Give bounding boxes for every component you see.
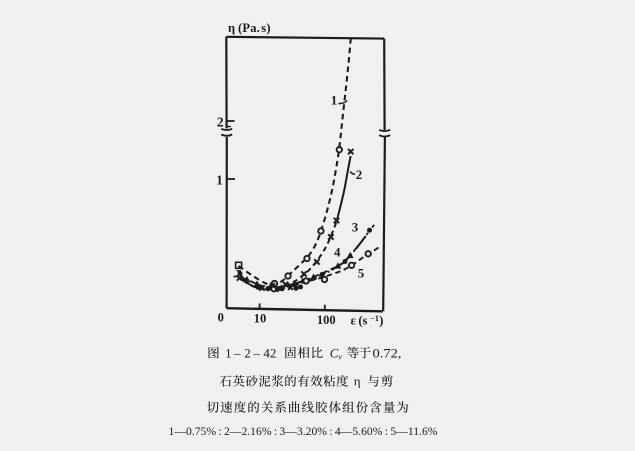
svg-text:η: η bbox=[354, 374, 361, 389]
svg-text:10: 10 bbox=[254, 311, 267, 325]
svg-text:3: 3 bbox=[352, 219, 359, 234]
svg-text:v: v bbox=[338, 352, 342, 362]
svg-text:ε (s: ε (s bbox=[351, 314, 368, 328]
svg-text:5: 5 bbox=[358, 266, 365, 281]
svg-text:1—0.75% : 2—2.16% : 3—3.20% :: 1—0.75% : 2—2.16% : 3—3.20% : 4—5.60% : … bbox=[169, 424, 438, 438]
svg-text:4: 4 bbox=[334, 245, 341, 260]
svg-text:42: 42 bbox=[263, 345, 276, 360]
svg-text:100: 100 bbox=[317, 313, 336, 327]
svg-text:–: – bbox=[252, 345, 260, 360]
svg-text:C: C bbox=[330, 345, 339, 360]
svg-text:2: 2 bbox=[244, 345, 251, 360]
svg-text:1: 1 bbox=[331, 93, 338, 108]
svg-text:0: 0 bbox=[218, 311, 224, 325]
svg-text:0.72,: 0.72, bbox=[373, 345, 402, 360]
svg-text:2: 2 bbox=[217, 115, 224, 130]
svg-text:1: 1 bbox=[216, 173, 223, 188]
svg-text:–: – bbox=[233, 345, 241, 360]
svg-text:): ) bbox=[379, 314, 383, 328]
svg-text:1: 1 bbox=[225, 345, 232, 360]
svg-text:2: 2 bbox=[356, 167, 363, 182]
svg-text:η (Pa. s): η (Pa. s) bbox=[228, 21, 271, 35]
svg-text:−1: −1 bbox=[370, 314, 379, 323]
